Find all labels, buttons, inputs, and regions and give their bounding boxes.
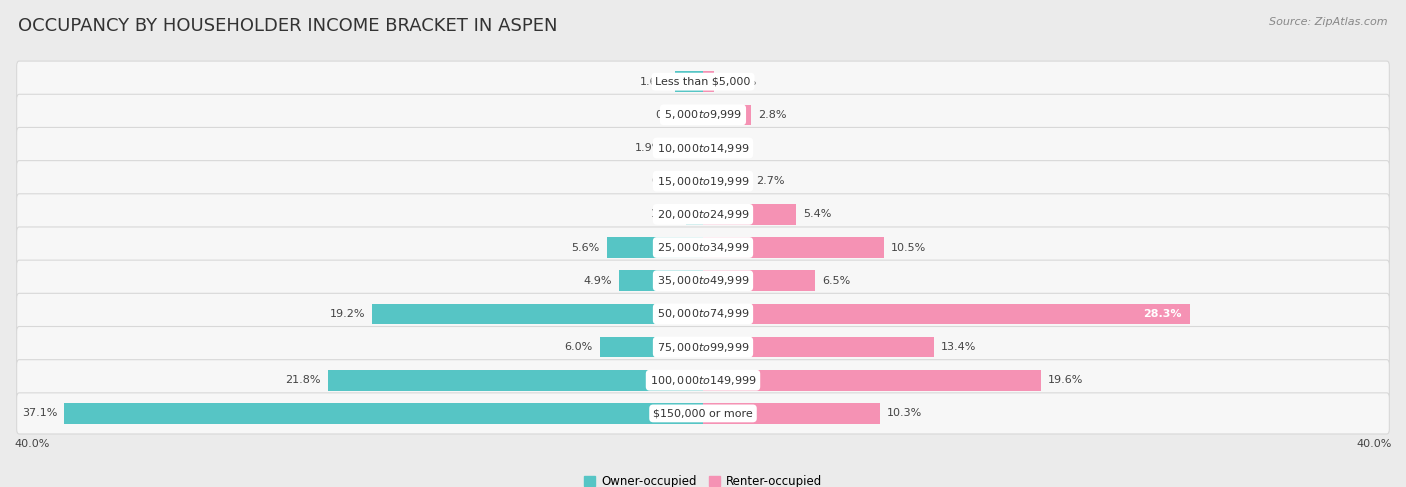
FancyBboxPatch shape [17,360,1389,401]
Bar [703,270,815,291]
Text: 5.4%: 5.4% [803,209,831,219]
FancyBboxPatch shape [17,94,1389,135]
Text: Source: ZipAtlas.com: Source: ZipAtlas.com [1270,17,1388,27]
FancyBboxPatch shape [17,61,1389,102]
Bar [697,105,703,125]
Text: $100,000 to $149,999: $100,000 to $149,999 [650,374,756,387]
Bar [606,237,703,258]
Text: 1.0%: 1.0% [651,209,679,219]
Bar [686,204,703,225]
FancyBboxPatch shape [17,393,1389,434]
Text: 2.8%: 2.8% [758,110,786,120]
FancyBboxPatch shape [17,326,1389,368]
Text: OCCUPANCY BY HOUSEHOLDER INCOME BRACKET IN ASPEN: OCCUPANCY BY HOUSEHOLDER INCOME BRACKET … [18,17,558,35]
Text: 0.66%: 0.66% [721,76,756,87]
Bar [703,337,934,357]
FancyBboxPatch shape [17,260,1389,301]
FancyBboxPatch shape [17,293,1389,335]
Bar [703,237,884,258]
Text: 5.6%: 5.6% [571,243,599,253]
Text: $15,000 to $19,999: $15,000 to $19,999 [657,175,749,187]
Text: $35,000 to $49,999: $35,000 to $49,999 [657,274,749,287]
Bar [703,105,751,125]
Legend: Owner-occupied, Renter-occupied: Owner-occupied, Renter-occupied [579,471,827,487]
Text: 6.0%: 6.0% [565,342,593,352]
Text: $150,000 or more: $150,000 or more [654,409,752,418]
Text: 1.9%: 1.9% [636,143,664,153]
FancyBboxPatch shape [17,128,1389,169]
Text: 21.8%: 21.8% [285,375,321,385]
Text: $75,000 to $99,999: $75,000 to $99,999 [657,340,749,354]
Bar [695,171,703,191]
Bar [703,171,749,191]
Bar [328,370,703,391]
Text: Less than $5,000: Less than $5,000 [655,76,751,87]
Text: 4.9%: 4.9% [583,276,612,286]
Bar [373,303,703,324]
Text: 10.3%: 10.3% [887,409,922,418]
Text: 37.1%: 37.1% [21,409,58,418]
Bar [703,403,880,424]
FancyBboxPatch shape [17,227,1389,268]
FancyBboxPatch shape [17,161,1389,202]
FancyBboxPatch shape [17,194,1389,235]
Text: $5,000 to $9,999: $5,000 to $9,999 [664,108,742,121]
Bar [703,204,796,225]
Text: 6.5%: 6.5% [823,276,851,286]
Text: 10.5%: 10.5% [891,243,927,253]
Text: 40.0%: 40.0% [1357,439,1392,450]
Bar [599,337,703,357]
Text: 2.7%: 2.7% [756,176,785,186]
Text: 0.0%: 0.0% [710,143,738,153]
Text: 13.4%: 13.4% [941,342,976,352]
Text: 28.3%: 28.3% [1143,309,1182,319]
Text: 19.2%: 19.2% [330,309,366,319]
Bar [703,303,1191,324]
Bar [619,270,703,291]
Bar [703,370,1040,391]
Text: 19.6%: 19.6% [1047,375,1083,385]
Bar [65,403,703,424]
Text: 40.0%: 40.0% [14,439,49,450]
Bar [675,72,703,92]
Text: $25,000 to $34,999: $25,000 to $34,999 [657,241,749,254]
Text: 0.29%: 0.29% [655,110,692,120]
Bar [671,138,703,158]
Bar [703,72,714,92]
Text: 0.53%: 0.53% [652,176,688,186]
Text: $10,000 to $14,999: $10,000 to $14,999 [657,142,749,154]
Text: $20,000 to $24,999: $20,000 to $24,999 [657,208,749,221]
Text: 1.6%: 1.6% [640,76,669,87]
Text: $50,000 to $74,999: $50,000 to $74,999 [657,307,749,320]
